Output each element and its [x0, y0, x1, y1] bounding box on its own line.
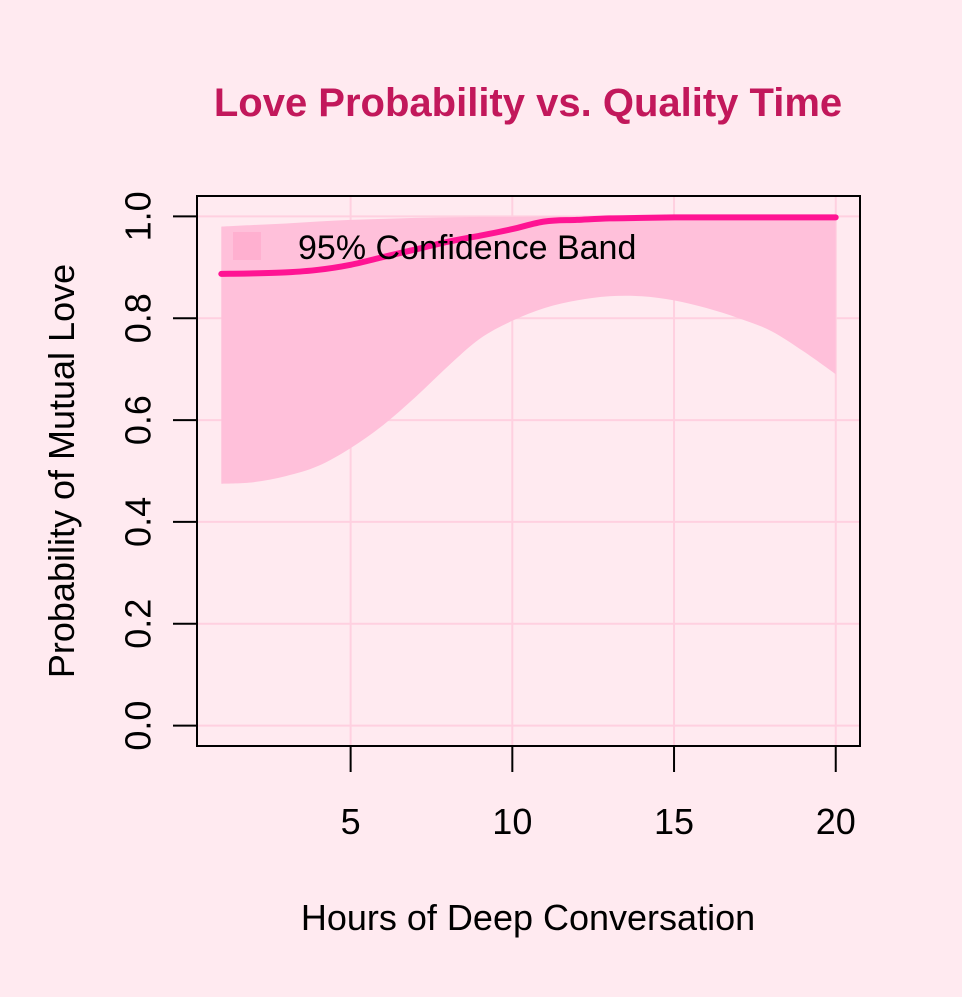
legend: 95% Confidence Band — [233, 229, 636, 267]
x-tick-label-1: 10 — [492, 801, 532, 842]
y-tick-label-1: 0.2 — [118, 599, 159, 649]
y-tick-label-4: 0.8 — [118, 293, 159, 343]
y-tick-label-0: 0.0 — [118, 701, 159, 751]
y-tick-label-3: 0.6 — [118, 395, 159, 445]
y-tick-label-2: 0.4 — [118, 497, 159, 547]
x-tick-label-0: 5 — [341, 801, 361, 842]
legend-label: 95% Confidence Band — [298, 229, 636, 267]
chart-title: Love Probability vs. Quality Time — [214, 81, 842, 125]
legend-swatch — [233, 232, 261, 260]
y-tick-label-5: 1.0 — [118, 191, 159, 241]
x-tick-label-3: 20 — [816, 801, 856, 842]
plot-frame — [196, 195, 861, 747]
axes: 5 10 15 20 0.0 0.2 0.4 0.6 0.8 1.0 — [118, 191, 856, 842]
x-tick-label-2: 15 — [654, 801, 694, 842]
x-axis-label: Hours of Deep Conversation — [301, 897, 755, 938]
confidence-band — [221, 216, 836, 484]
probability-line — [218, 214, 839, 277]
y-axis-label: Probability of Mutual Love — [41, 264, 82, 678]
